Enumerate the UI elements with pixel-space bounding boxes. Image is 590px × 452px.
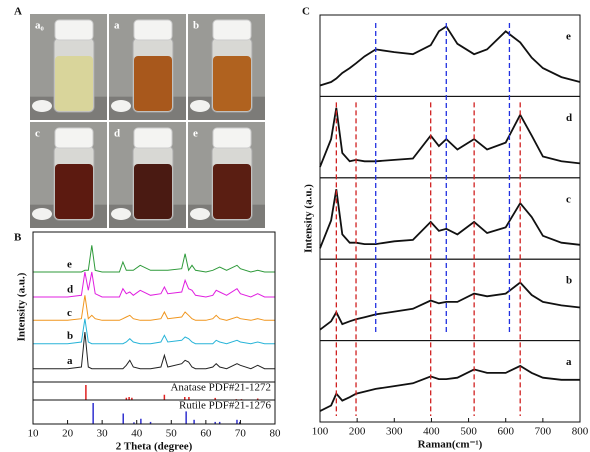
panel-label: C [302, 6, 310, 18]
raman-line [319, 107, 581, 168]
x-tick-label: 80 [270, 428, 282, 440]
xrd-line [33, 245, 275, 273]
vial-cap [133, 19, 173, 41]
panel-label: B [14, 232, 22, 244]
xrd-line [33, 295, 275, 321]
sub-panel-frame [319, 95, 581, 179]
x-tick-label: 10 [28, 428, 40, 440]
y-axis-label: Intensity (a.u.) [303, 184, 315, 253]
x-tick-label: 700 [535, 426, 552, 438]
x-tick-label: 20 [62, 428, 74, 440]
vial-label: e [193, 128, 198, 140]
vial-liquid [55, 56, 93, 111]
vial-liquid [134, 164, 172, 219]
vial-cap [133, 127, 173, 149]
sub-panel-frame [319, 177, 581, 260]
vial-cap [54, 19, 94, 41]
cap-on-table [32, 208, 52, 220]
x-tick-label: 400 [423, 426, 440, 438]
vial-liquid [213, 56, 251, 111]
vial-label: a₀ [35, 20, 45, 32]
vial-liquid [213, 164, 251, 219]
x-tick-label: 200 [349, 426, 366, 438]
x-tick-label: 30 [97, 428, 109, 440]
x-tick-label: 40 [131, 428, 143, 440]
vial-liquid [55, 164, 93, 219]
series-label: c [67, 307, 72, 319]
vial-cap [212, 19, 252, 41]
series-label: d [566, 112, 572, 124]
xrd-line [33, 318, 275, 345]
x-tick-label: 300 [386, 426, 403, 438]
series-label: a [566, 356, 572, 368]
vial-cap [212, 127, 252, 149]
vial-label: a [114, 20, 120, 32]
raman-line [319, 364, 580, 412]
xrd-line [33, 271, 275, 298]
cap-on-table [32, 100, 52, 112]
x-axis-label: Raman(cm⁻¹) [418, 439, 483, 451]
x-tick-label: 100 [312, 426, 329, 438]
vial-cap [54, 127, 94, 149]
reference-label: Rutile PDF#21-1276 [179, 400, 271, 412]
plot-frame [32, 231, 276, 425]
series-label: b [566, 275, 572, 287]
series-label: e [67, 259, 72, 271]
series-label: d [67, 284, 73, 296]
xrd-line [33, 331, 275, 370]
cap-on-table [190, 100, 210, 112]
vial-label: d [114, 128, 120, 140]
series-label: c [566, 193, 571, 205]
x-axis-label: 2 Theta (degree) [116, 441, 193, 452]
reference-label: Anatase PDF#21-1272 [170, 382, 271, 394]
x-tick-label: 50 [166, 428, 178, 440]
cap-on-table [111, 208, 131, 220]
raman-line [319, 25, 581, 87]
series-label: e [566, 31, 571, 43]
panel-label: A [14, 6, 22, 18]
y-axis-label: Intensity (a.u.) [16, 272, 28, 341]
vial-label: c [35, 128, 40, 140]
x-tick-label: 500 [460, 426, 477, 438]
x-tick-label: 70 [235, 428, 247, 440]
series-label: a [67, 355, 73, 367]
x-tick-label: 800 [572, 426, 589, 438]
raman-line [319, 281, 581, 331]
series-label: b [67, 330, 73, 342]
x-tick-label: 600 [497, 426, 514, 438]
sub-panel-frame [319, 14, 581, 97]
sub-panel-frame [319, 340, 581, 423]
vial-label: b [193, 20, 199, 32]
cap-on-table [111, 100, 131, 112]
cap-on-table [190, 208, 210, 220]
vial-liquid [134, 56, 172, 111]
raman-line [319, 189, 581, 249]
x-tick-label: 60 [200, 428, 212, 440]
